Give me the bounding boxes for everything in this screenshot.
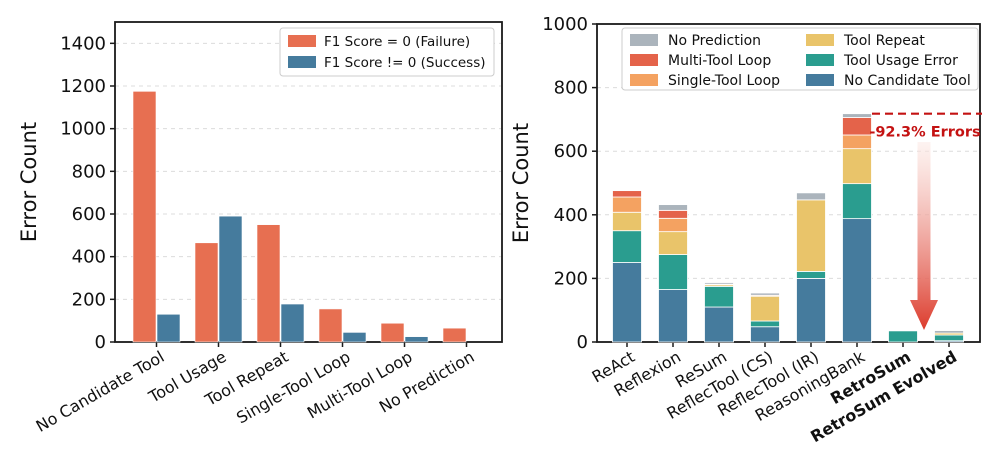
stack-segment-tool_usage_error xyxy=(934,334,964,342)
y-tick-label: 400 xyxy=(554,205,588,226)
stack-segment-tool_repeat xyxy=(750,295,780,322)
y-tick-label: 200 xyxy=(554,268,588,289)
y-axis-title: Error Count xyxy=(17,122,41,242)
legend-label: Single-Tool Loop xyxy=(668,73,780,89)
stack-segment-tool_usage_error xyxy=(842,183,872,220)
legend-swatch xyxy=(806,34,834,46)
y-tick-label: 0 xyxy=(577,332,588,353)
stack-segment-tool_repeat xyxy=(842,148,872,185)
stack-segment-tool_usage_error xyxy=(658,254,688,290)
stack-segment-tool_usage_error xyxy=(704,285,734,308)
y-tick-label: 600 xyxy=(554,141,588,162)
y-tick-label: 600 xyxy=(72,204,106,225)
y-tick-label: 800 xyxy=(72,161,106,182)
stack-segment-multi_tool_loop xyxy=(842,117,872,136)
legend-label: No Candidate Tool xyxy=(844,73,971,89)
bar-failure xyxy=(256,224,281,343)
legend: F1 Score = 0 (Failure) F1 Score != 0 (Suc… xyxy=(279,27,495,77)
y-tick-label: 0 xyxy=(95,332,106,353)
y-tick-label: 200 xyxy=(72,289,106,310)
stack-segment-tool_repeat xyxy=(658,231,688,255)
legend-label: Tool Usage Error xyxy=(843,53,958,69)
plot-frame xyxy=(114,21,503,343)
plot-frame xyxy=(596,23,981,343)
legend-swatch xyxy=(630,74,658,86)
stack-segment-no_candidate_tool xyxy=(658,289,688,343)
stack-segment-tool_repeat xyxy=(612,211,642,232)
legend-swatch-success xyxy=(288,56,316,68)
legend-swatch-failure xyxy=(288,35,316,47)
stack-segment-single_tool_loop xyxy=(842,134,872,150)
y-tick-label: 1000 xyxy=(542,14,588,35)
legend-label: F1 Score = 0 (Failure) xyxy=(324,34,470,50)
bar-success xyxy=(156,313,181,343)
stack-segment-tool_usage_error xyxy=(612,230,642,263)
y-axis-title: Error Count xyxy=(509,123,533,243)
annotation-arrow-down xyxy=(910,142,938,330)
bar-success xyxy=(342,332,367,343)
stack-segment-single_tool_loop xyxy=(612,196,642,213)
legend-label: No Prediction xyxy=(668,33,761,49)
y-tick-label: 1000 xyxy=(60,119,106,140)
stack-segment-single_tool_loop xyxy=(658,217,688,233)
stack-segment-multi_tool_loop xyxy=(612,190,642,198)
stack-segment-tool_repeat xyxy=(796,199,826,272)
y-tick-label: 400 xyxy=(72,247,106,268)
annotation-text: -92.3% Errors xyxy=(869,125,980,141)
stack-segment-no_candidate_tool xyxy=(796,277,826,343)
stack-segment-tool_usage_error xyxy=(750,320,780,328)
bar-success xyxy=(404,336,429,343)
stack-segment-no_prediction xyxy=(704,282,734,285)
bar-failure xyxy=(318,308,343,343)
bar-success xyxy=(218,215,243,343)
y-tick-label: 1200 xyxy=(60,76,106,97)
stack-segment-no_candidate_tool xyxy=(842,218,872,343)
y-tick-label: 1400 xyxy=(60,33,106,54)
stack-segment-no_candidate_tool xyxy=(612,262,642,343)
legend-swatch xyxy=(806,74,834,86)
stack-segment-multi_tool_loop xyxy=(658,209,688,219)
stack-segment-no_prediction xyxy=(934,330,964,334)
legend-swatch xyxy=(806,54,834,66)
bar-failure xyxy=(132,91,157,343)
legend-swatch xyxy=(630,34,658,46)
legend-box xyxy=(279,27,495,77)
bar-success xyxy=(280,303,305,343)
legend-label: F1 Score != 0 (Success) xyxy=(324,55,486,71)
x-tick-label: Multi-Tool Loop xyxy=(304,347,416,422)
bar-failure xyxy=(442,327,467,343)
stack-segment-no_prediction xyxy=(658,204,688,211)
stack-segment-no_prediction xyxy=(750,292,780,296)
legend-label: Multi-Tool Loop xyxy=(668,53,771,69)
stack-segment-no_prediction xyxy=(842,113,872,118)
legend-label: Tool Repeat xyxy=(843,33,925,49)
legend-swatch xyxy=(630,54,658,66)
bar-failure xyxy=(194,242,219,343)
stack-segment-no_prediction xyxy=(796,192,826,201)
legend-box xyxy=(621,27,979,91)
stack-segment-tool_usage_error xyxy=(796,271,826,279)
stack-segment-tool_usage_error xyxy=(888,330,918,343)
stack-segment-no_candidate_tool xyxy=(704,306,734,343)
y-tick-label: 800 xyxy=(554,78,588,99)
legend: No Prediction Multi-Tool Loop Single-Tool … xyxy=(621,27,979,91)
stack-segment-no_candidate_tool xyxy=(750,326,780,343)
bar-failure xyxy=(380,322,405,343)
